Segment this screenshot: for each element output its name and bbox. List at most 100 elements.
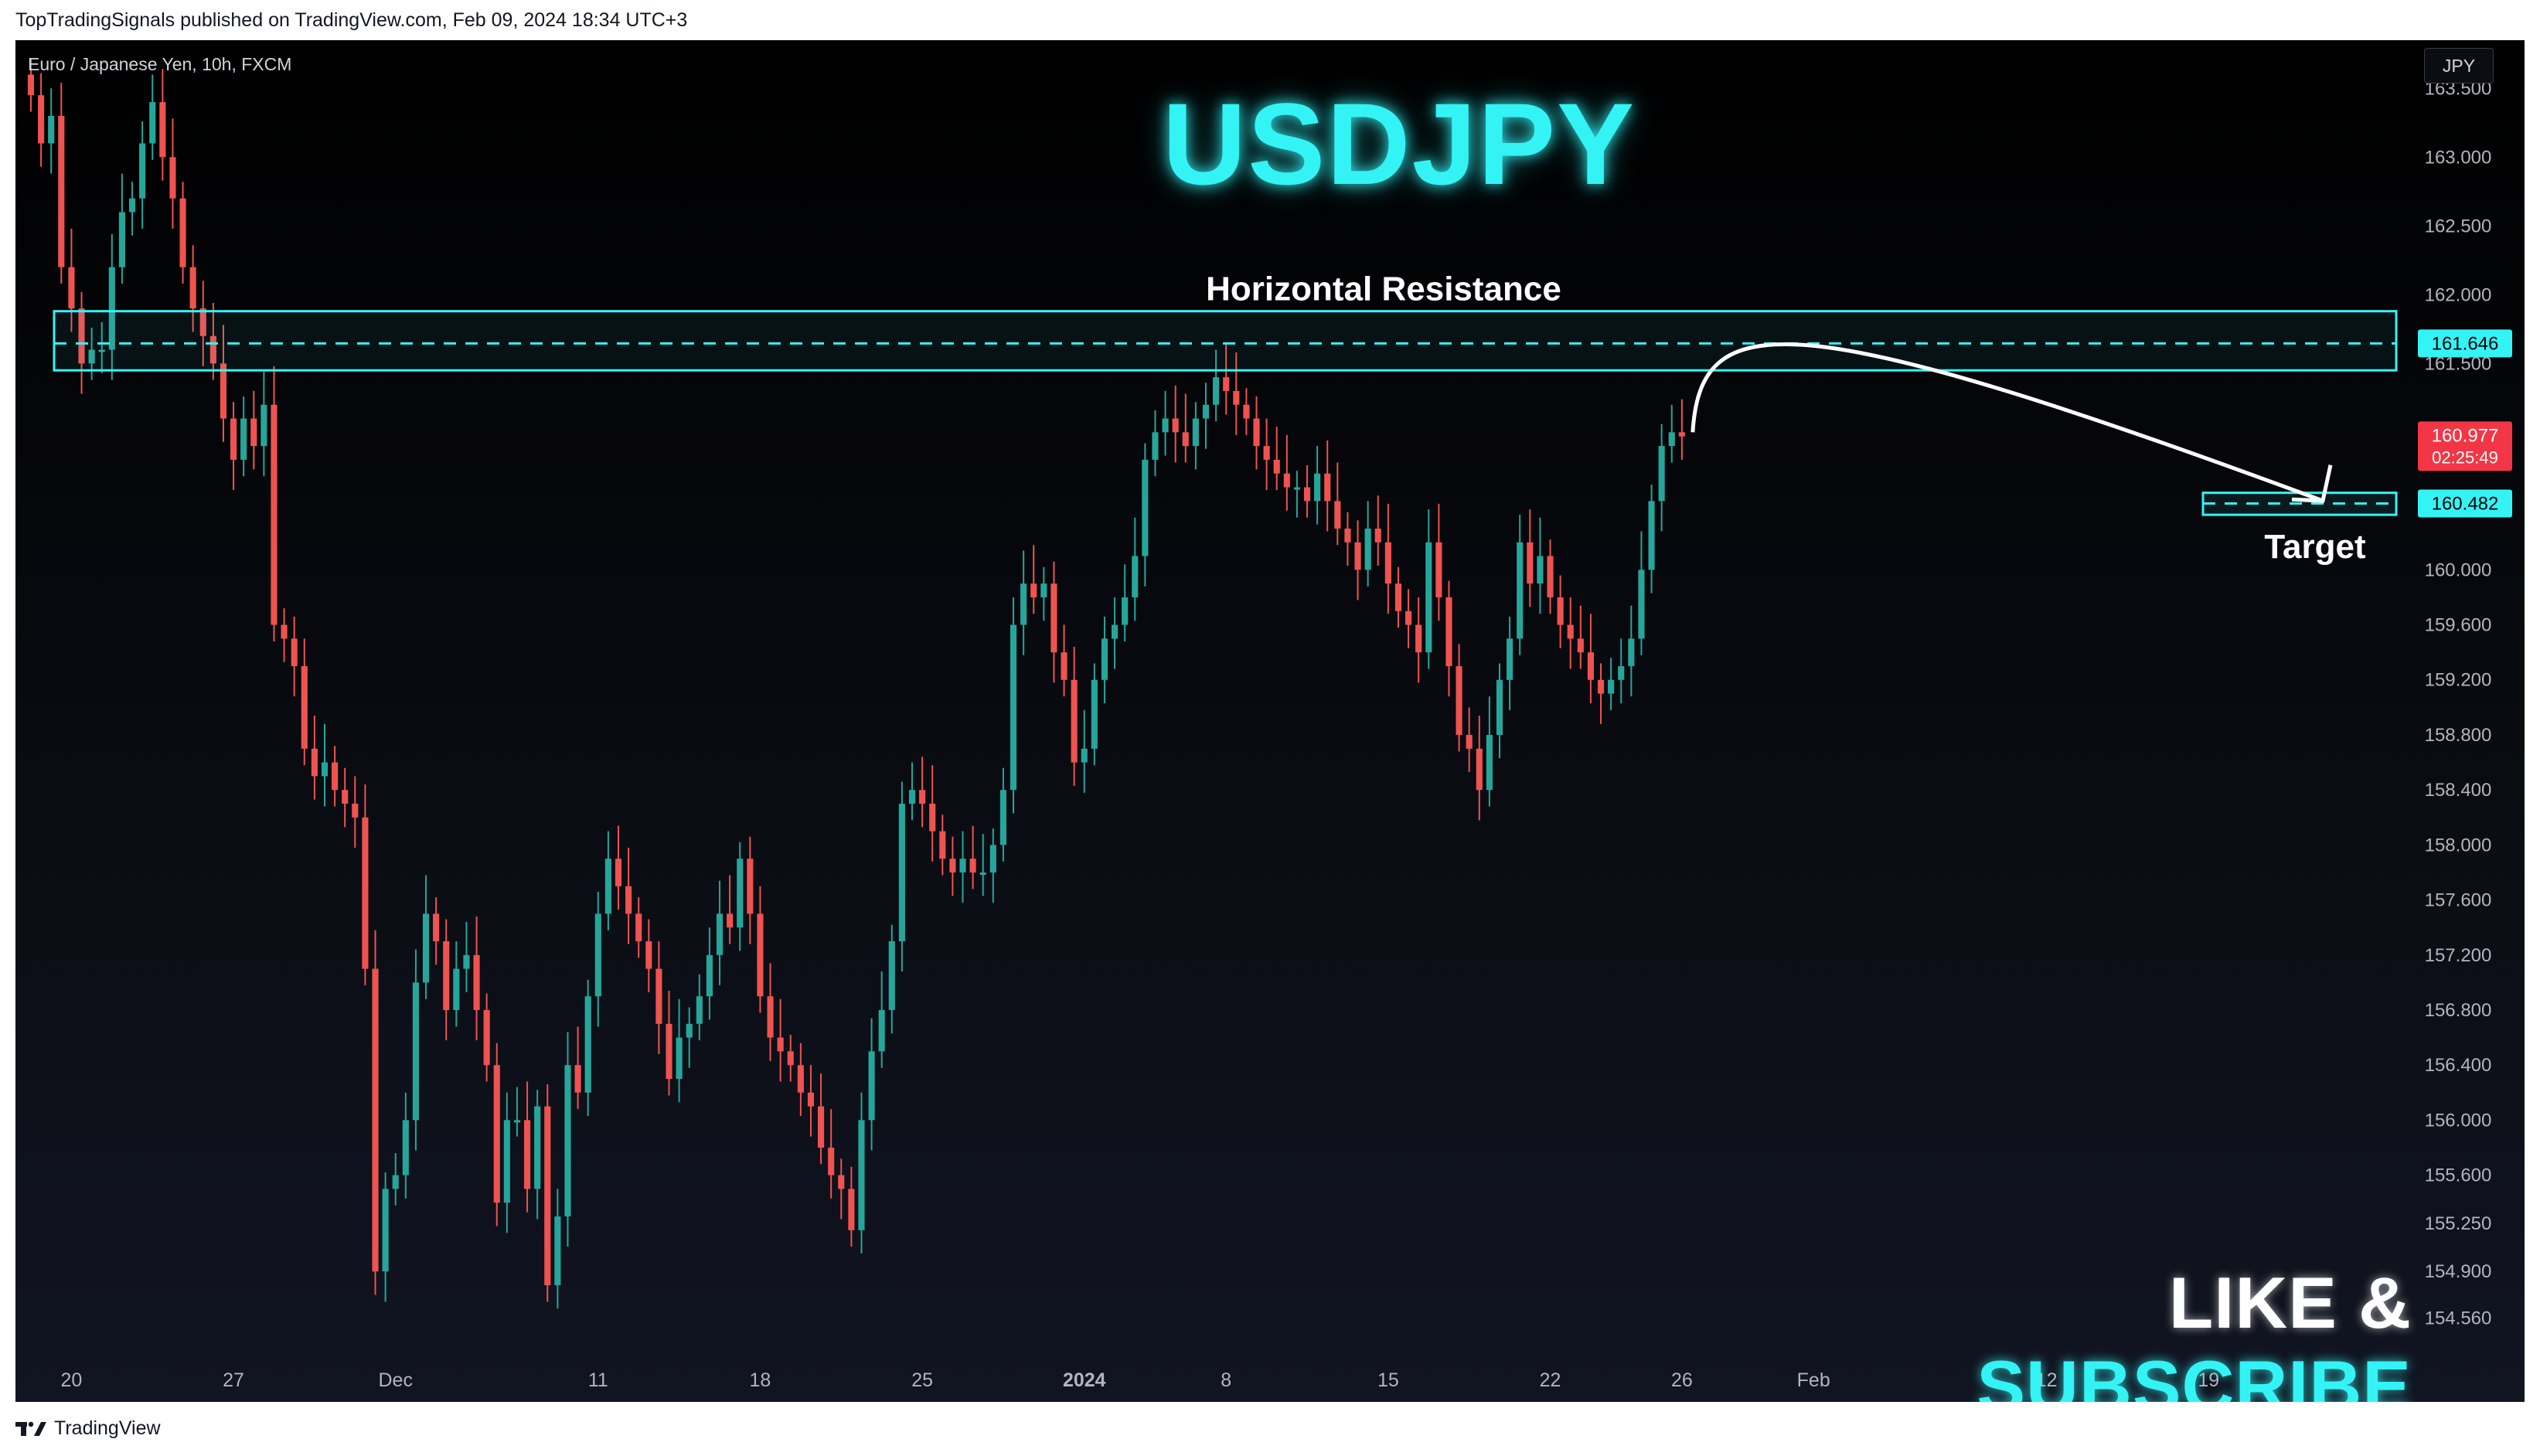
candle-body (615, 859, 622, 886)
time-tick-label: 19 (2198, 1369, 2219, 1391)
candle-body (230, 418, 237, 460)
price-tick-label: 154.560 (2425, 1308, 2492, 1329)
candle-body (919, 790, 926, 804)
candle-body (1243, 404, 1250, 419)
candle-body (443, 941, 450, 1010)
candle-body (544, 1106, 551, 1285)
candle-body (807, 1092, 815, 1107)
time-tick-label: 27 (223, 1369, 244, 1391)
candle-body (1172, 418, 1179, 433)
time-tick-label: Feb (1797, 1369, 1830, 1391)
candle-body (1678, 432, 1685, 437)
candle-body (828, 1147, 835, 1175)
candle-body (1303, 487, 1311, 502)
candle-body (635, 913, 642, 941)
resistance-label: Horizontal Resistance (1206, 270, 1561, 308)
candle-body (48, 115, 55, 144)
resistance-price-label-value: 161.646 (2432, 333, 2499, 354)
candle-body (686, 1023, 693, 1038)
candle-body (321, 762, 329, 777)
footer-brand[interactable]: TradingView (15, 1417, 161, 1440)
candle-body (1648, 501, 1655, 570)
price-tick-label: 158.000 (2425, 835, 2492, 856)
tradingview-logo-icon (15, 1421, 46, 1436)
currency-button[interactable]: JPY (2424, 48, 2494, 83)
candle-body (979, 872, 986, 875)
candle-body (392, 1175, 399, 1189)
time-tick-label: 20 (61, 1369, 83, 1391)
chart-title: USDJPY (1162, 79, 1636, 209)
candle-body (1182, 432, 1189, 447)
candle-body (1496, 679, 1503, 735)
candle-body (311, 748, 318, 777)
candle-body (1213, 377, 1220, 405)
candle-body (260, 404, 267, 447)
time-tick-label: 15 (1377, 1369, 1399, 1391)
candle-body (1263, 446, 1270, 460)
candle-body (1314, 473, 1321, 502)
candle-body (1425, 542, 1432, 653)
candle-body (159, 102, 166, 158)
candle-body (584, 996, 591, 1093)
candle-body (433, 913, 440, 941)
candle-body (473, 954, 480, 1010)
candle-body (463, 954, 470, 969)
candle-body (1162, 418, 1169, 433)
candle-body (767, 996, 774, 1038)
candle-body (189, 267, 196, 309)
candle-body (1071, 679, 1078, 763)
price-tick-label: 158.800 (2425, 725, 2492, 746)
candle-body (888, 941, 895, 1010)
candle-body (1384, 542, 1391, 584)
candle-body (949, 859, 956, 873)
candle-body (676, 1037, 683, 1079)
candle-body (1527, 542, 1534, 584)
published-info: TopTradingSignals published on TradingVi… (15, 9, 688, 31)
last-price-label-value: 160.977 (2432, 425, 2499, 446)
like-subscribe-banner: LIKE & SUBSCRIBE (1731, 1261, 2412, 1402)
time-tick-label: 22 (1540, 1369, 1561, 1391)
candle-body (291, 638, 298, 666)
candle-body (1101, 638, 1108, 680)
candle-body (1091, 679, 1098, 749)
candle-body (706, 954, 713, 997)
candle-body (727, 913, 734, 928)
price-tick-label: 155.250 (2425, 1213, 2492, 1234)
candle-body (483, 1009, 490, 1066)
candle-body (625, 886, 632, 914)
chart-pane[interactable]: Horizontal Resistance Target 163.500 163.0… (15, 40, 2525, 1402)
candle-body (493, 1065, 500, 1203)
candle-body (98, 349, 105, 352)
candle-body (1507, 638, 1513, 680)
candle-body (118, 212, 125, 267)
candle-body (1030, 583, 1037, 597)
candle-body (878, 1009, 885, 1052)
candle-body (1618, 665, 1625, 680)
candle-body (1283, 473, 1290, 488)
candle-body (1142, 459, 1149, 556)
last-price-label-bg (2418, 421, 2512, 471)
candle-body (382, 1189, 389, 1272)
candle-body (513, 1120, 521, 1123)
candle-body (1354, 542, 1361, 570)
candle-body (199, 308, 206, 336)
candle-body (737, 859, 744, 928)
resistance-zone (53, 310, 2398, 372)
candle-body (1557, 597, 1564, 625)
candle-body (1374, 528, 1381, 543)
candle-body (645, 941, 652, 969)
candle-body (1394, 583, 1402, 611)
candle-body (301, 665, 308, 749)
resistance-price-label-bg (2418, 329, 2512, 358)
symbol-description[interactable]: Euro / Japanese Yen, 10h, FXCM (28, 54, 292, 74)
candle-body (777, 1037, 784, 1052)
projection-arrow (1690, 342, 2324, 503)
candle-body (139, 143, 146, 199)
candle-body (179, 198, 186, 267)
candle-body (848, 1189, 855, 1230)
candle-body (250, 418, 257, 447)
time-tick-label: 2024 (1063, 1369, 1106, 1391)
candle-body (1486, 734, 1493, 791)
candle-body (696, 996, 703, 1024)
